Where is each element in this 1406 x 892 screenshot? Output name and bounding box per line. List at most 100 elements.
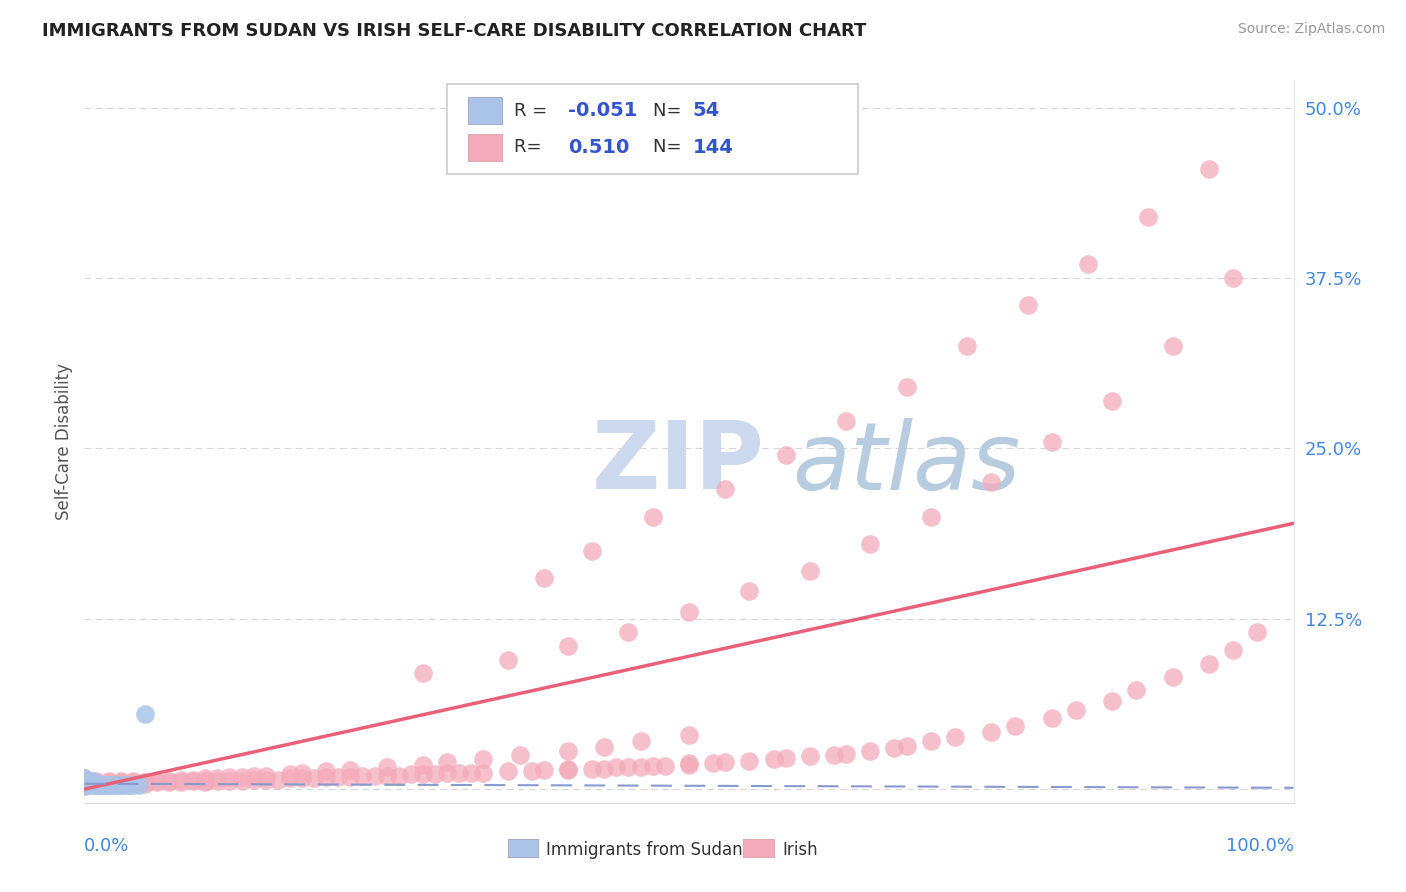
Point xyxy=(79,774,101,789)
Point xyxy=(557,763,579,777)
Point xyxy=(1161,339,1184,353)
Point xyxy=(73,774,96,789)
Point xyxy=(678,728,700,742)
Point xyxy=(557,639,579,653)
Point xyxy=(375,768,398,782)
Point xyxy=(134,777,156,791)
Point xyxy=(86,778,108,792)
FancyBboxPatch shape xyxy=(508,838,538,857)
Point xyxy=(73,771,96,785)
Point xyxy=(79,775,101,789)
Text: atlas: atlas xyxy=(792,417,1019,508)
Point xyxy=(533,763,555,777)
Point xyxy=(363,768,385,782)
Point xyxy=(83,775,105,789)
Point xyxy=(1040,711,1063,725)
Point xyxy=(714,755,737,769)
Text: -0.051: -0.051 xyxy=(568,102,637,120)
Point xyxy=(110,775,132,789)
Point xyxy=(181,774,204,789)
Point xyxy=(73,780,96,794)
Point xyxy=(110,778,132,792)
Point xyxy=(218,774,240,789)
FancyBboxPatch shape xyxy=(744,838,773,857)
Text: 100.0%: 100.0% xyxy=(1226,837,1294,855)
Point xyxy=(943,731,966,745)
Point xyxy=(86,775,108,789)
Y-axis label: Self-Care Disability: Self-Care Disability xyxy=(55,363,73,520)
Point xyxy=(77,777,100,791)
Point xyxy=(1137,210,1160,224)
Point xyxy=(617,625,640,640)
Point xyxy=(73,778,96,792)
Point xyxy=(170,772,193,787)
Point xyxy=(231,770,253,784)
Point xyxy=(76,777,98,791)
Point xyxy=(714,482,737,496)
Point xyxy=(267,772,290,787)
Text: 0.510: 0.510 xyxy=(568,138,630,157)
Point xyxy=(121,777,143,791)
Point xyxy=(73,774,96,789)
Point xyxy=(73,777,96,791)
Point xyxy=(120,778,142,792)
Point xyxy=(1161,670,1184,684)
Point xyxy=(170,775,193,789)
Point xyxy=(77,775,100,789)
Point xyxy=(859,744,882,758)
Point xyxy=(90,778,112,792)
Point xyxy=(194,775,217,789)
Point xyxy=(73,774,96,789)
Point xyxy=(82,777,104,791)
Point xyxy=(73,772,96,787)
Point xyxy=(194,771,217,785)
Point xyxy=(762,752,785,766)
Point xyxy=(110,777,132,791)
Point xyxy=(242,768,264,782)
Point xyxy=(956,339,979,353)
Point xyxy=(84,778,107,792)
Point xyxy=(1198,161,1220,176)
Point xyxy=(80,774,103,789)
Point xyxy=(533,571,555,585)
Point xyxy=(80,777,103,791)
Point xyxy=(73,771,96,785)
Point xyxy=(86,777,108,791)
Point xyxy=(97,778,120,792)
Point xyxy=(278,767,301,781)
Point xyxy=(352,768,374,782)
Text: Irish: Irish xyxy=(782,841,818,859)
Point xyxy=(146,774,169,789)
Point xyxy=(94,778,117,792)
Point xyxy=(605,760,627,774)
Point xyxy=(121,774,143,789)
Point xyxy=(823,748,845,763)
Point xyxy=(73,777,96,791)
Point xyxy=(1101,693,1123,707)
Point xyxy=(84,777,107,791)
Point xyxy=(77,777,100,791)
Point xyxy=(218,770,240,784)
Point xyxy=(581,762,603,776)
Point xyxy=(134,775,156,789)
Point xyxy=(920,734,942,748)
Point xyxy=(1101,393,1123,408)
Point xyxy=(121,775,143,789)
Point xyxy=(134,775,156,789)
Point xyxy=(157,774,180,789)
Point xyxy=(328,770,350,784)
Point xyxy=(896,739,918,753)
Point xyxy=(641,509,664,524)
Text: Source: ZipAtlas.com: Source: ZipAtlas.com xyxy=(1237,22,1385,37)
Text: ZIP: ZIP xyxy=(592,417,765,509)
Text: 54: 54 xyxy=(693,102,720,120)
Point xyxy=(104,778,127,792)
Point xyxy=(412,666,434,681)
Text: 0.0%: 0.0% xyxy=(84,837,129,855)
Point xyxy=(94,778,117,792)
Point xyxy=(73,775,96,789)
Point xyxy=(79,778,101,792)
Point xyxy=(77,774,100,789)
Point xyxy=(278,771,301,785)
Point xyxy=(73,775,96,789)
